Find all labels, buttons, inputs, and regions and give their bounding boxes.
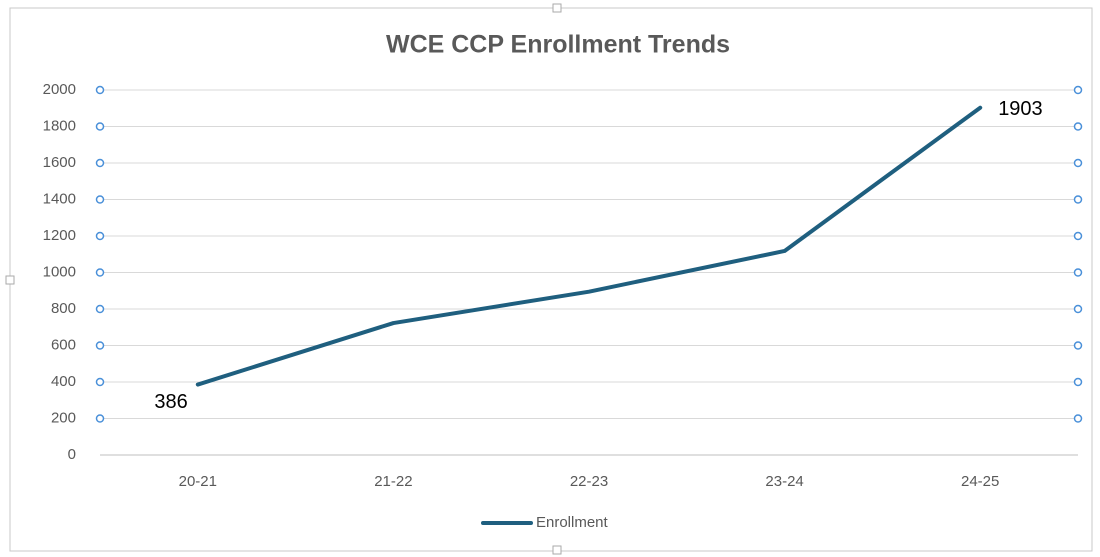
y-tick-label: 1800: [43, 117, 76, 134]
selection-handle: [95, 341, 105, 350]
y-tick-label: 200: [51, 409, 76, 426]
legend-label: Enrollment: [536, 514, 609, 531]
y-tick-label: 1000: [43, 263, 76, 280]
selection-handle: [1073, 268, 1083, 277]
x-tick-label: 24-25: [961, 473, 999, 490]
y-tick-label: 1600: [43, 154, 76, 171]
chart-title: WCE CCP Enrollment Trends: [386, 31, 730, 59]
resize-handle: [552, 545, 562, 555]
selection-handle: [1073, 122, 1083, 131]
resize-handle: [552, 3, 562, 13]
selection-handle: [95, 414, 105, 423]
y-tick-label: 1400: [43, 190, 76, 207]
y-tick-label: 1200: [43, 227, 76, 244]
y-tick-label: 400: [51, 373, 76, 390]
selection-handle: [1073, 377, 1083, 387]
selection-handle: [1073, 195, 1083, 204]
selection-handle: [95, 158, 105, 168]
y-tick-label: 2000: [43, 81, 76, 98]
selection-handle: [95, 377, 105, 387]
x-tick-label: 22-23: [570, 473, 608, 490]
selection-handle: [1073, 158, 1083, 168]
selection-handle: [95, 195, 105, 204]
selection-handle: [95, 122, 105, 131]
y-tick-label: 0: [68, 446, 76, 463]
data-label: 1903: [998, 98, 1042, 120]
selection-handle: [1073, 341, 1083, 350]
data-label: 386: [154, 391, 187, 413]
selection-handle: [95, 85, 105, 95]
resize-handle: [5, 275, 15, 285]
selection-handle: [1073, 231, 1083, 241]
x-tick-label: 23-24: [765, 473, 803, 490]
selection-handle: [95, 231, 105, 241]
selection-handle: [95, 268, 105, 277]
selection-handle: [1073, 85, 1083, 95]
chart-frame: [9, 7, 1093, 552]
y-tick-label: 600: [51, 336, 76, 353]
selection-handle: [95, 304, 105, 314]
x-tick-label: 20-21: [179, 473, 217, 490]
x-tick-label: 21-22: [374, 473, 412, 490]
selection-handle: [1073, 414, 1083, 423]
selection-handle: [1073, 304, 1083, 314]
data-line: [195, 105, 983, 387]
y-tick-label: 800: [51, 300, 76, 317]
